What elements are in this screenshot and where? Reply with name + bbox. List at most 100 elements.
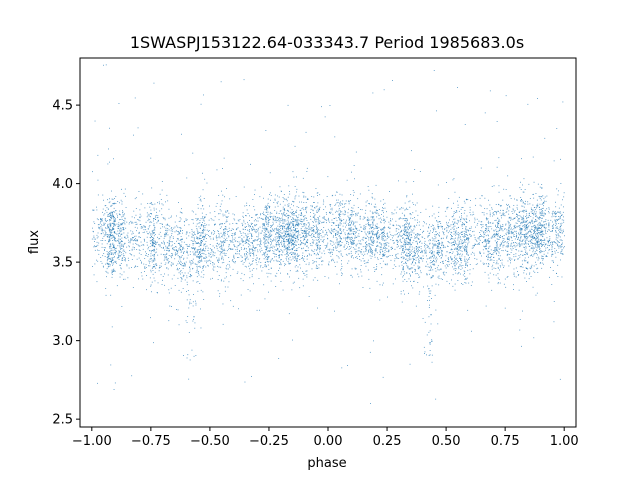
data-point	[277, 249, 279, 251]
data-point	[261, 254, 263, 256]
data-point	[306, 212, 307, 214]
data-point	[192, 301, 194, 303]
data-point	[521, 222, 523, 224]
data-point	[217, 242, 218, 244]
data-point	[167, 259, 169, 261]
data-point	[437, 245, 438, 247]
data-point	[146, 289, 147, 291]
data-point	[109, 247, 111, 249]
data-point	[267, 240, 269, 242]
data-point	[214, 247, 215, 249]
data-point	[185, 220, 187, 221]
data-point	[363, 216, 365, 218]
data-point	[335, 211, 336, 213]
data-point	[348, 219, 350, 221]
data-point	[402, 246, 403, 247]
data-point	[116, 223, 118, 225]
data-point	[184, 224, 185, 226]
data-point	[193, 231, 195, 233]
data-point	[408, 255, 410, 257]
data-point	[476, 218, 478, 220]
data-point	[446, 264, 448, 265]
data-point	[264, 240, 266, 242]
data-point	[283, 211, 285, 213]
data-point	[160, 262, 162, 264]
data-point	[341, 220, 342, 221]
data-point	[289, 270, 291, 272]
data-point	[427, 236, 429, 238]
data-point	[351, 243, 353, 245]
data-point	[363, 260, 365, 262]
data-point	[113, 219, 115, 221]
data-point	[112, 245, 114, 247]
data-point	[412, 193, 413, 195]
data-point	[117, 245, 119, 247]
data-point	[297, 238, 299, 240]
data-point	[325, 233, 327, 235]
data-point	[106, 276, 107, 278]
data-point	[225, 239, 226, 240]
data-point	[149, 250, 151, 251]
data-point	[425, 223, 427, 225]
data-point	[166, 194, 168, 196]
data-point	[532, 249, 534, 251]
data-points	[91, 64, 565, 404]
data-point	[353, 194, 354, 196]
data-point	[467, 269, 469, 271]
data-point	[455, 263, 457, 265]
data-point	[112, 240, 113, 241]
data-point	[136, 249, 138, 250]
data-point	[428, 316, 430, 318]
data-point	[285, 230, 286, 232]
data-point	[354, 231, 356, 232]
data-point	[518, 232, 519, 234]
data-point	[316, 192, 318, 194]
data-point	[432, 251, 433, 253]
data-point	[166, 246, 168, 248]
data-point	[124, 223, 126, 225]
data-point	[170, 264, 172, 266]
data-point	[203, 235, 205, 237]
data-point	[275, 253, 277, 255]
data-point	[371, 231, 373, 233]
data-point	[176, 309, 177, 310]
data-point	[407, 236, 409, 238]
data-point	[367, 231, 369, 233]
data-point	[271, 228, 273, 230]
data-point	[521, 243, 523, 245]
data-point	[200, 308, 201, 310]
data-point	[120, 263, 122, 264]
data-point	[148, 218, 149, 220]
data-point	[485, 235, 487, 237]
data-point	[193, 211, 194, 213]
data-point	[264, 233, 266, 235]
data-point	[119, 245, 121, 247]
data-point	[533, 243, 535, 245]
data-point	[372, 222, 374, 223]
data-point	[418, 233, 420, 235]
data-point	[299, 234, 301, 236]
data-point	[323, 241, 324, 243]
data-point	[225, 228, 227, 229]
data-point	[509, 224, 511, 226]
data-point	[534, 251, 536, 253]
data-point	[543, 226, 545, 228]
data-point	[453, 226, 455, 228]
data-point	[265, 251, 267, 253]
data-point	[242, 241, 243, 243]
data-point	[222, 194, 224, 196]
data-point	[317, 202, 319, 204]
data-point	[467, 261, 469, 263]
data-point	[114, 198, 115, 199]
data-point	[509, 205, 510, 207]
data-point	[481, 224, 482, 226]
data-point	[237, 257, 238, 258]
data-point	[408, 292, 409, 294]
data-point	[196, 237, 198, 239]
data-point	[463, 233, 465, 234]
data-point	[511, 258, 513, 260]
data-point	[534, 244, 536, 245]
data-point	[259, 196, 261, 198]
data-point	[204, 225, 206, 227]
data-point	[511, 249, 513, 251]
